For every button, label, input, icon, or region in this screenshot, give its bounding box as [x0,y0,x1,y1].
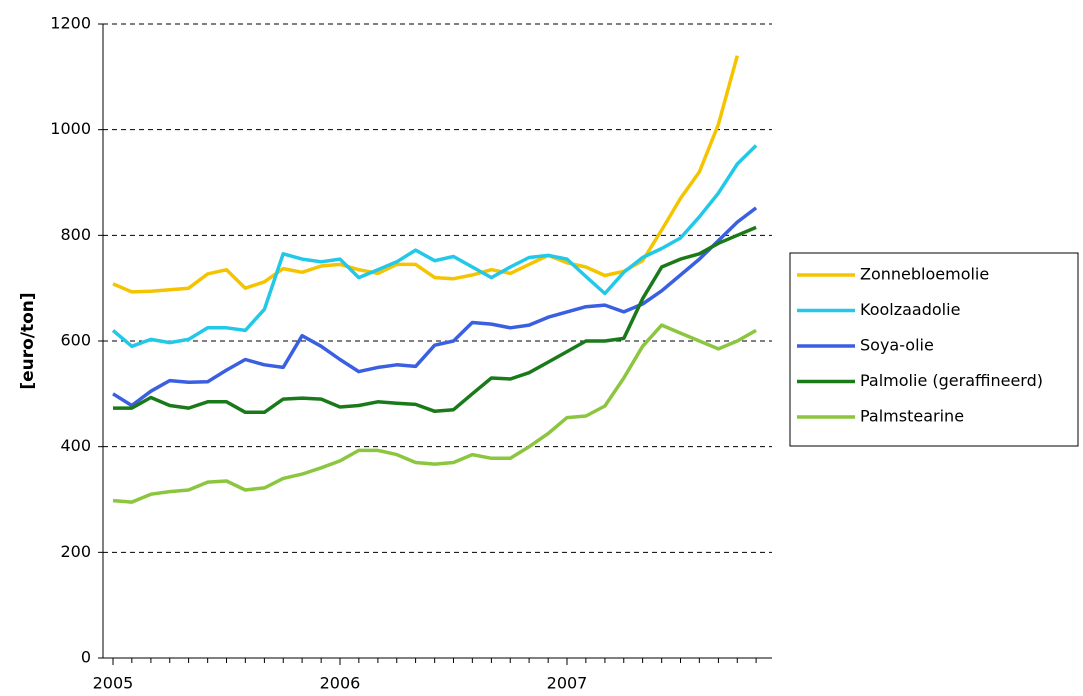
legend-label: Palmstearine [860,407,964,426]
y-axis-label: [euro/ton] [18,292,38,389]
legend-label: Koolzaadolie [860,300,960,319]
y-tick-label: 800 [60,225,91,244]
x-tick-label: 2006 [320,674,361,693]
y-tick-label: 400 [60,436,91,455]
legend-label: Soya-olie [860,336,934,355]
legend-label: Zonnebloemolie [860,265,989,284]
legend-label: Palmolie (geraffineerd) [860,371,1043,390]
x-tick-label: 2005 [93,674,134,693]
series-line [112,206,758,408]
y-tick-label: 200 [60,542,91,561]
series-line [111,144,758,349]
legend [789,252,1079,447]
y-tick-label: 600 [60,331,91,350]
series-line [113,225,757,415]
y-tick-label: 0 [81,648,91,667]
x-tick-label: 2007 [547,674,588,693]
y-tick-label: 1200 [50,14,91,33]
y-tick-label: 1000 [50,119,91,138]
series-line [112,323,757,504]
